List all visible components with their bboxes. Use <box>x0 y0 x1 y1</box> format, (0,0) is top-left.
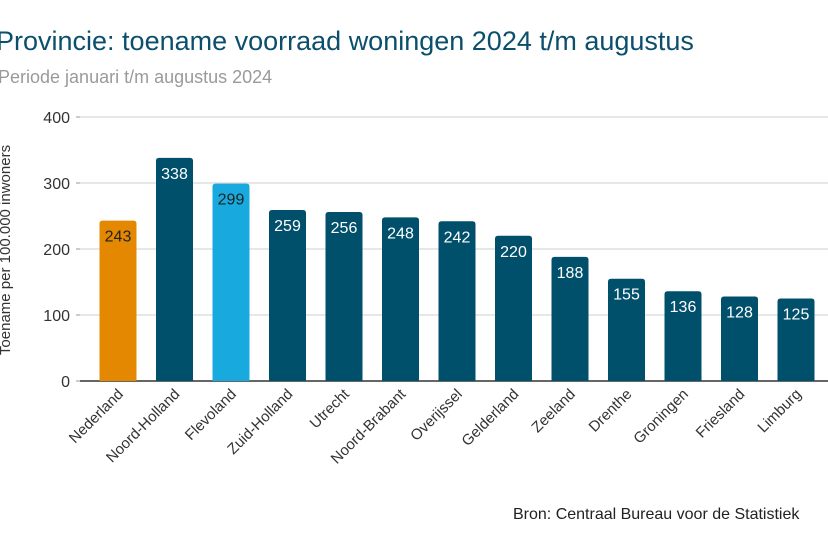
y-tick-label: 300 <box>43 176 70 193</box>
data-label: 243 <box>105 229 132 246</box>
chart-title: Provincie: toename voorraad woningen 202… <box>0 26 694 56</box>
y-axis-label: Toename per 100.000 inwoners <box>0 145 14 355</box>
data-label: 128 <box>726 305 753 322</box>
x-tick-label: Groningen <box>630 386 692 448</box>
y-tick-label: 0 <box>61 374 70 391</box>
data-label: 136 <box>670 299 697 316</box>
data-label: 256 <box>331 220 358 237</box>
x-tick-label: Utrecht <box>307 385 354 432</box>
bar <box>269 210 306 381</box>
bar <box>721 296 758 381</box>
source-note: Bron: Centraal Bureau voor de Statistiek <box>513 506 800 523</box>
y-tick-label: 400 <box>43 110 70 127</box>
y-tick-label: 200 <box>43 242 70 259</box>
bar <box>212 183 250 381</box>
bar <box>382 217 419 381</box>
bar <box>156 157 193 381</box>
chart-subtitle: Periode januari t/m augustus 2024 <box>0 67 273 87</box>
data-label: 188 <box>557 265 584 282</box>
bar <box>664 291 702 381</box>
data-label: 125 <box>783 307 810 324</box>
x-tick-label: Friesland <box>693 386 749 442</box>
x-tick-label: Flevoland <box>182 386 240 444</box>
data-label: 338 <box>161 166 188 183</box>
data-label: 242 <box>444 229 471 246</box>
x-tick-label: Drenthe <box>586 386 636 436</box>
data-label: 220 <box>500 244 527 261</box>
bar <box>608 278 645 381</box>
bar <box>551 256 589 381</box>
bar <box>777 298 815 381</box>
x-tick-label: Limburg <box>754 386 804 436</box>
x-tick-label: Zeeland <box>528 386 578 436</box>
bar <box>438 221 476 381</box>
x-tick-label: Overijssel <box>407 386 466 445</box>
data-label: 259 <box>274 218 301 235</box>
y-tick-label: 100 <box>43 308 70 325</box>
data-label: 299 <box>218 192 245 209</box>
data-label: 155 <box>613 287 640 304</box>
data-label: 248 <box>387 225 414 242</box>
bar <box>325 212 363 381</box>
bar <box>99 220 137 381</box>
x-tick-label: Gelderland <box>458 386 522 450</box>
x-tick-label: Nederland <box>66 386 127 447</box>
bar <box>495 235 532 381</box>
